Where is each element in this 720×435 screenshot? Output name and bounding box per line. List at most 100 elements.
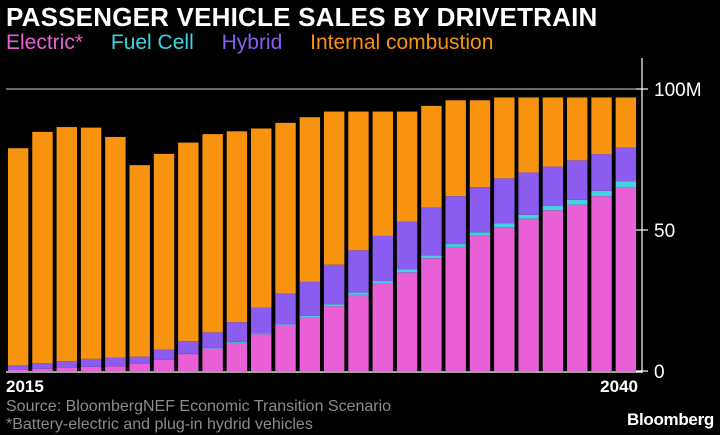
bar-2020-internal-combustion — [129, 165, 150, 357]
bar-2037-fuel-cell — [542, 206, 564, 211]
bar-2025-electric — [251, 334, 272, 371]
x-tick-label-last: 2040 — [600, 377, 638, 396]
bar-2024-fuel-cell — [226, 341, 248, 343]
bar-2030-internal-combustion — [372, 111, 393, 236]
bar-2026-fuel-cell — [275, 324, 296, 326]
bar-2032-internal-combustion — [421, 105, 442, 208]
bar-2036-electric — [518, 218, 539, 371]
bar-2033-hybrid — [445, 196, 466, 245]
legend-electric: Electric* — [6, 31, 84, 54]
bar-2040-internal-combustion — [615, 97, 637, 148]
bar-2019-hybrid — [105, 357, 126, 367]
bar-2023-internal-combustion — [202, 134, 223, 333]
bar-2027-internal-combustion — [299, 117, 321, 282]
bar-2026-internal-combustion — [275, 122, 296, 294]
bar-2034-hybrid — [469, 187, 491, 233]
bar-2035-fuel-cell — [494, 223, 515, 228]
bar-2030-electric — [372, 283, 393, 371]
bar-2031-hybrid — [396, 221, 418, 270]
bar-2035-electric — [494, 227, 515, 371]
bar-2017-hybrid — [56, 361, 77, 368]
bar-2027-electric — [299, 317, 321, 371]
bar-2025-fuel-cell — [251, 333, 272, 335]
bar-2021-electric — [153, 359, 175, 371]
bar-2025-hybrid — [251, 307, 272, 334]
footnote: *Battery-electric and plug-in hydrid veh… — [6, 416, 313, 433]
bar-2038-hybrid — [567, 160, 588, 200]
bar-2033-fuel-cell — [445, 244, 466, 247]
x-tick-label-first: 2015 — [6, 377, 44, 396]
bar-2037-internal-combustion — [542, 97, 564, 167]
bar-2027-hybrid — [299, 281, 321, 316]
bar-2021-internal-combustion — [153, 153, 175, 350]
bar-2038-internal-combustion — [567, 97, 588, 161]
y-tick-label: 100M — [654, 80, 702, 101]
legend-hybrid: Hybrid — [221, 31, 283, 54]
bar-2018-hybrid — [80, 358, 102, 367]
legend-internal-combustion: Internal combustion — [310, 31, 494, 54]
bar-2034-electric — [469, 235, 491, 371]
bar-2023-hybrid — [202, 332, 223, 348]
bar-2032-fuel-cell — [421, 255, 442, 259]
bar-2026-electric — [275, 325, 296, 371]
bar-2024-electric — [226, 342, 248, 371]
bar-2034-fuel-cell — [469, 232, 491, 236]
bar-2040-electric — [615, 187, 637, 371]
bar-2031-internal-combustion — [396, 111, 418, 222]
legend: Electric* Fuel Cell Hybrid Internal comb… — [6, 31, 515, 55]
y-tick-label: 50 — [654, 221, 675, 242]
bar-2018-electric — [80, 366, 102, 371]
bar-2028-electric — [323, 306, 345, 371]
bar-2024-hybrid — [226, 322, 248, 342]
bar-2036-hybrid — [518, 172, 539, 215]
bar-2018-internal-combustion — [80, 127, 102, 359]
bar-2031-electric — [396, 272, 418, 371]
bar-2032-electric — [421, 258, 442, 371]
bar-2029-fuel-cell — [348, 292, 369, 295]
bar-2016-electric — [32, 368, 53, 371]
bar-2016-internal-combustion — [32, 131, 53, 364]
bar-2037-hybrid — [542, 166, 564, 207]
bar-2017-internal-combustion — [56, 127, 77, 362]
bar-2033-internal-combustion — [445, 100, 466, 197]
bar-2033-electric — [445, 246, 466, 371]
bar-2031-fuel-cell — [396, 269, 418, 273]
bar-2015-electric — [7, 369, 29, 371]
bar-2021-hybrid — [153, 349, 175, 360]
bar-2022-hybrid — [178, 341, 199, 354]
bar-2032-hybrid — [421, 207, 442, 256]
legend-fuel-cell: Fuel Cell — [110, 31, 194, 54]
bar-2039-electric — [591, 196, 612, 371]
bar-2022-internal-combustion — [178, 142, 199, 342]
bar-2023-electric — [202, 348, 223, 371]
bar-2037-electric — [542, 210, 564, 371]
bar-2040-hybrid — [615, 147, 637, 182]
bar-2030-hybrid — [372, 235, 393, 282]
bar-2016-hybrid — [32, 363, 53, 369]
source-note: Source: BloombergNEF Economic Transition… — [6, 398, 392, 415]
bar-2019-internal-combustion — [105, 136, 126, 358]
bar-2017-electric — [56, 367, 77, 371]
bloomberg-logo: Bloomberg — [626, 410, 714, 429]
bar-2035-hybrid — [494, 178, 515, 224]
bar-2039-internal-combustion — [591, 97, 612, 155]
bar-2035-internal-combustion — [494, 97, 515, 179]
bar-2039-fuel-cell — [591, 190, 612, 197]
bar-2020-hybrid — [129, 356, 150, 364]
bar-2028-hybrid — [323, 264, 345, 305]
bar-2015-internal-combustion — [7, 148, 29, 366]
bar-2029-hybrid — [348, 250, 369, 293]
bar-2015-hybrid — [7, 365, 29, 370]
y-tick-label: 0 — [654, 362, 665, 383]
bar-2034-internal-combustion — [469, 100, 491, 188]
bar-2019-electric — [105, 366, 126, 371]
bar-2036-fuel-cell — [518, 214, 539, 219]
bar-2029-internal-combustion — [348, 111, 369, 251]
bar-2028-fuel-cell — [323, 304, 345, 307]
bar-2040-fuel-cell — [615, 181, 637, 188]
bar-2025-internal-combustion — [251, 128, 272, 308]
bar-2026-hybrid — [275, 293, 296, 325]
bar-2027-fuel-cell — [299, 315, 321, 318]
